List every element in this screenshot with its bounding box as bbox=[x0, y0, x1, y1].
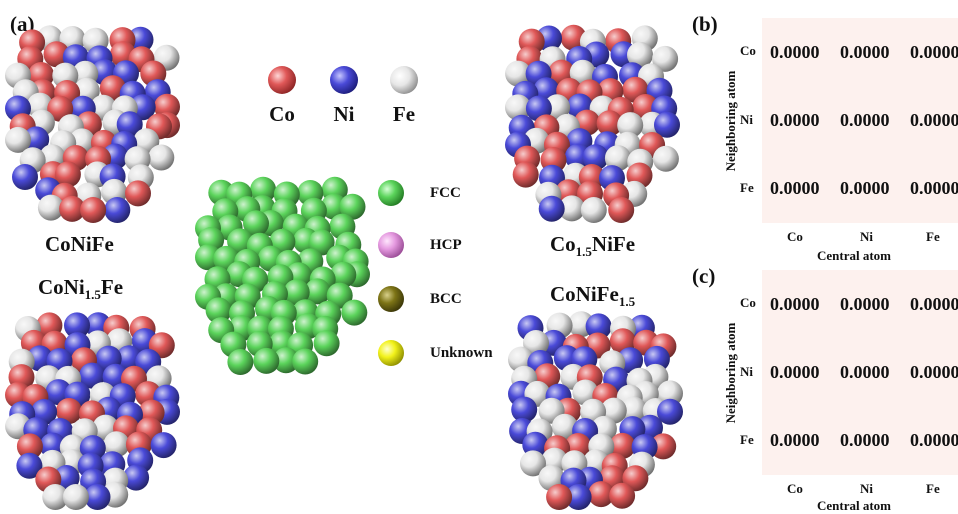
bcc-atom-icon bbox=[378, 286, 404, 312]
legend-label-ni: Ni bbox=[333, 102, 355, 126]
heatmap-b-row-ni: Ni bbox=[740, 112, 753, 127]
phase-label-bcc: BCC bbox=[430, 291, 462, 307]
heatmap-c-cell: 0.0000 bbox=[910, 430, 958, 450]
cluster-fcc-structure bbox=[195, 176, 370, 375]
heatmap-c-col-fe: Fe bbox=[926, 481, 940, 496]
heatmap-b-col-co: Co bbox=[787, 229, 803, 244]
heatmap-b-ylabel: Neighboring atom bbox=[723, 70, 738, 172]
panel-label-b: (b) bbox=[692, 12, 718, 36]
heatmap-c-ylabel: Neighboring atom bbox=[723, 322, 738, 424]
phase-label-fcc: FCC bbox=[430, 185, 461, 201]
composition-conife: CoNiFe bbox=[45, 232, 114, 256]
heatmap-b-cell: 0.0000 bbox=[770, 110, 820, 130]
heatmap-c-row-co: Co bbox=[740, 295, 756, 310]
heatmap-c-cell: 0.0000 bbox=[910, 294, 958, 314]
composition-conife15: CoNiFe1.5 bbox=[550, 282, 636, 309]
heatmap-c-cell: 0.0000 bbox=[840, 430, 890, 450]
heatmap-c-cell: 0.0000 bbox=[910, 362, 958, 382]
heatmap-b-cell: 0.0000 bbox=[840, 42, 890, 62]
cluster-conife bbox=[5, 25, 180, 223]
composition-coni15fe: CoNi1.5Fe bbox=[38, 275, 124, 302]
composition-co15nife: Co1.5NiFe bbox=[550, 232, 636, 259]
heatmap-b-cell: 0.0000 bbox=[840, 110, 890, 130]
heatmap-c-row-ni: Ni bbox=[740, 364, 753, 379]
unknown-atom-icon bbox=[378, 340, 404, 366]
heatmap-c-background bbox=[762, 270, 958, 475]
heatmap-c-cell: 0.0000 bbox=[770, 362, 820, 382]
legend-label-fe: Fe bbox=[392, 102, 416, 126]
heatmap-b-row-co: Co bbox=[740, 43, 756, 58]
legend-label-co: Co bbox=[269, 102, 295, 126]
heatmap-b-cell: 0.0000 bbox=[910, 110, 958, 130]
phase-label-unknown: Unknown bbox=[430, 345, 493, 361]
heatmap-c-row-fe: Fe bbox=[740, 432, 754, 447]
heatmap-c-cell: 0.0000 bbox=[770, 430, 820, 450]
panel-label-c: (c) bbox=[692, 264, 716, 288]
fe-atom-icon bbox=[390, 66, 418, 94]
heatmap-c-cell: 0.0000 bbox=[840, 294, 890, 314]
heatmap-c-col-ni: Ni bbox=[860, 481, 873, 496]
heatmap-c-xlabel: Central atom bbox=[817, 498, 892, 513]
fcc-atom-icon bbox=[378, 180, 404, 206]
heatmap-b-row-fe: Fe bbox=[740, 180, 754, 195]
cluster-conife15 bbox=[508, 311, 683, 510]
heatmap-b-cell: 0.0000 bbox=[910, 42, 958, 62]
heatmap-c-cell: 0.0000 bbox=[770, 294, 820, 314]
phase-label-hcp: HCP bbox=[430, 237, 462, 253]
heatmap-c-cell: 0.0000 bbox=[840, 362, 890, 382]
heatmap-b-background bbox=[762, 18, 958, 223]
co-atom-icon bbox=[268, 66, 296, 94]
heatmap-c-col-co: Co bbox=[787, 481, 803, 496]
heatmap-b-cell: 0.0000 bbox=[910, 178, 958, 198]
heatmap-b-cell: 0.0000 bbox=[840, 178, 890, 198]
ni-atom-icon bbox=[330, 66, 358, 94]
heatmap-b-cell: 0.0000 bbox=[770, 178, 820, 198]
heatmap-b-col-fe: Fe bbox=[926, 229, 940, 244]
heatmap-b-cell: 0.0000 bbox=[770, 42, 820, 62]
cluster-co15nife bbox=[505, 24, 680, 223]
heatmap-b-xlabel: Central atom bbox=[817, 248, 892, 263]
heatmap-b-col-ni: Ni bbox=[860, 229, 873, 244]
hcp-atom-icon bbox=[378, 232, 404, 258]
cluster-coni15fe bbox=[5, 312, 180, 510]
